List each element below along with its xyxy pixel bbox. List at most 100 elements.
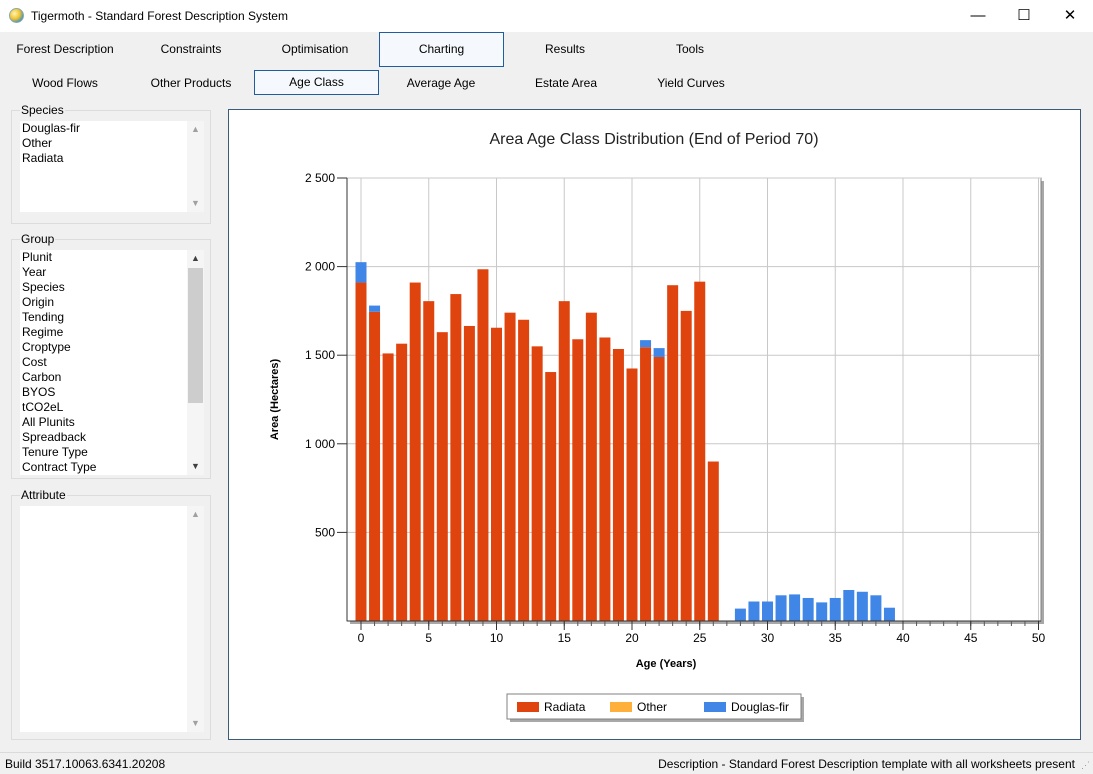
list-item[interactable]: All Plunits xyxy=(22,415,75,429)
species-group: Species Douglas-fir Other Radiata ▲ ▼ xyxy=(11,103,211,224)
list-item[interactable]: Cost xyxy=(22,355,47,369)
build-version: Build 3517.10063.6341.20208 xyxy=(5,757,166,771)
close-button[interactable]: ✕ xyxy=(1063,7,1077,24)
list-item[interactable]: Species xyxy=(22,280,65,294)
chart-panel: Area Age Class Distribution (End of Peri… xyxy=(228,109,1081,740)
legend-swatch xyxy=(517,702,539,712)
bar-radiata xyxy=(355,282,367,621)
attribute-group: Attribute ▲ ▼ xyxy=(11,488,211,740)
bar-douglas-fir xyxy=(734,608,746,621)
y-axis-title: Area (Hectares) xyxy=(269,359,281,441)
tab-results[interactable]: Results xyxy=(544,42,585,56)
bar-radiata xyxy=(680,310,692,621)
species-scrollbar[interactable]: ▲ ▼ xyxy=(187,121,204,212)
x-tick-label: 50 xyxy=(1032,631,1046,645)
bar-radiata xyxy=(558,301,570,621)
tab-wood-flows[interactable]: Wood Flows xyxy=(32,76,98,90)
legend-swatch xyxy=(704,702,726,712)
bar-radiata xyxy=(626,368,638,621)
list-item[interactable]: Radiata xyxy=(22,151,64,165)
maximize-button[interactable]: ☐ xyxy=(1017,7,1031,24)
list-item[interactable]: Contract Type xyxy=(22,460,97,474)
bar-douglas-fir xyxy=(748,601,760,621)
list-item[interactable]: Douglas-fir xyxy=(22,121,81,135)
list-item[interactable]: Other xyxy=(22,136,53,150)
bar-radiata xyxy=(640,347,652,621)
scroll-down-icon[interactable]: ▼ xyxy=(191,461,200,471)
list-item[interactable]: Origin xyxy=(22,295,55,309)
tab-constraints[interactable]: Constraints xyxy=(160,42,222,56)
minimize-button[interactable]: — xyxy=(970,7,986,24)
tab-forest-description[interactable]: Forest Description xyxy=(16,42,114,56)
bar-radiata xyxy=(463,325,475,621)
tab-tools[interactable]: Tools xyxy=(675,42,704,56)
x-tick-label: 35 xyxy=(829,631,843,645)
bar-douglas-fir xyxy=(883,607,895,621)
status-description: Description - Standard Forest Descriptio… xyxy=(658,757,1075,771)
chart-title: Area Age Class Distribution (End of Peri… xyxy=(489,131,818,148)
attribute-scrollbar[interactable]: ▲ ▼ xyxy=(187,506,204,732)
x-tick-label: 40 xyxy=(896,631,910,645)
tab-other-products[interactable]: Other Products xyxy=(150,76,232,90)
legend-label: Douglas-fir xyxy=(731,700,789,714)
tab-optimisation[interactable]: Optimisation xyxy=(281,42,349,56)
bar-radiata xyxy=(612,348,624,621)
status-bar: Build 3517.10063.6341.20208 Description … xyxy=(0,752,1093,774)
group-scrollbar[interactable]: ▲ ▼ xyxy=(187,250,204,475)
y-tick-label: 1 500 xyxy=(305,348,335,362)
bar-radiata xyxy=(396,343,408,621)
bar-radiata xyxy=(491,327,502,621)
x-axis-title: Age (Years) xyxy=(636,658,697,670)
group-listbox[interactable]: Plunit Year Species Origin Tending Regim… xyxy=(20,250,204,475)
bar-douglas-fir xyxy=(762,601,773,621)
bar-radiata xyxy=(653,356,665,621)
bar-douglas-fir xyxy=(856,591,868,621)
bar-radiata xyxy=(518,319,530,621)
bar-douglas-fir xyxy=(829,597,841,621)
bar-radiata xyxy=(707,461,719,621)
bar-radiata xyxy=(531,346,543,621)
bar-radiata xyxy=(599,337,611,621)
list-item[interactable]: Croptype xyxy=(22,340,71,354)
list-item[interactable]: Regime xyxy=(22,325,64,339)
bar-radiata xyxy=(504,312,516,621)
x-tick-label: 20 xyxy=(625,631,639,645)
bar-douglas-fir xyxy=(640,340,652,348)
attribute-listbox[interactable]: ▲ ▼ xyxy=(20,506,204,732)
list-item[interactable]: BYOS xyxy=(22,385,56,399)
scroll-up-icon[interactable]: ▲ xyxy=(191,124,200,134)
tab-average-age[interactable]: Average Age xyxy=(406,76,476,90)
tab-estate-area[interactable]: Estate Area xyxy=(534,76,598,90)
scroll-up-icon[interactable]: ▲ xyxy=(191,509,200,519)
list-item[interactable]: Year xyxy=(22,265,47,279)
list-item[interactable]: Plunit xyxy=(22,250,53,264)
tab-charting[interactable]: Charting xyxy=(379,32,504,67)
list-item[interactable]: Tenure Type xyxy=(22,445,88,459)
list-item[interactable]: tCO2eL xyxy=(22,400,64,414)
tab-age-class[interactable]: Age Class xyxy=(254,70,379,95)
window-title: Tigermoth - Standard Forest Description … xyxy=(31,9,288,23)
bar-douglas-fir xyxy=(816,602,828,621)
bar-douglas-fir xyxy=(843,589,855,621)
species-listbox[interactable]: Douglas-fir Other Radiata ▲ ▼ xyxy=(20,121,204,212)
scrollbar-thumb[interactable] xyxy=(188,268,203,403)
bar-radiata xyxy=(382,353,394,621)
bar-radiata xyxy=(436,332,448,621)
scroll-up-icon[interactable]: ▲ xyxy=(191,253,200,263)
list-item[interactable]: Tending xyxy=(22,310,65,324)
bar-radiata xyxy=(667,285,679,621)
bar-radiata xyxy=(450,294,462,621)
resize-grip-icon[interactable]: ⋰ xyxy=(1081,760,1090,770)
bar-douglas-fir xyxy=(789,594,801,621)
scroll-down-icon[interactable]: ▼ xyxy=(191,718,200,728)
scroll-down-icon[interactable]: ▼ xyxy=(191,198,200,208)
attribute-label: Attribute xyxy=(20,488,67,502)
y-tick-label: 1 000 xyxy=(305,437,335,451)
list-item[interactable]: Spreadback xyxy=(22,430,87,444)
bar-radiata xyxy=(477,269,489,621)
x-tick-label: 45 xyxy=(964,631,978,645)
list-item[interactable]: Carbon xyxy=(22,370,62,384)
tab-yield-curves[interactable]: Yield Curves xyxy=(657,76,725,90)
bar-radiata xyxy=(585,312,597,621)
x-tick-label: 10 xyxy=(490,631,504,645)
